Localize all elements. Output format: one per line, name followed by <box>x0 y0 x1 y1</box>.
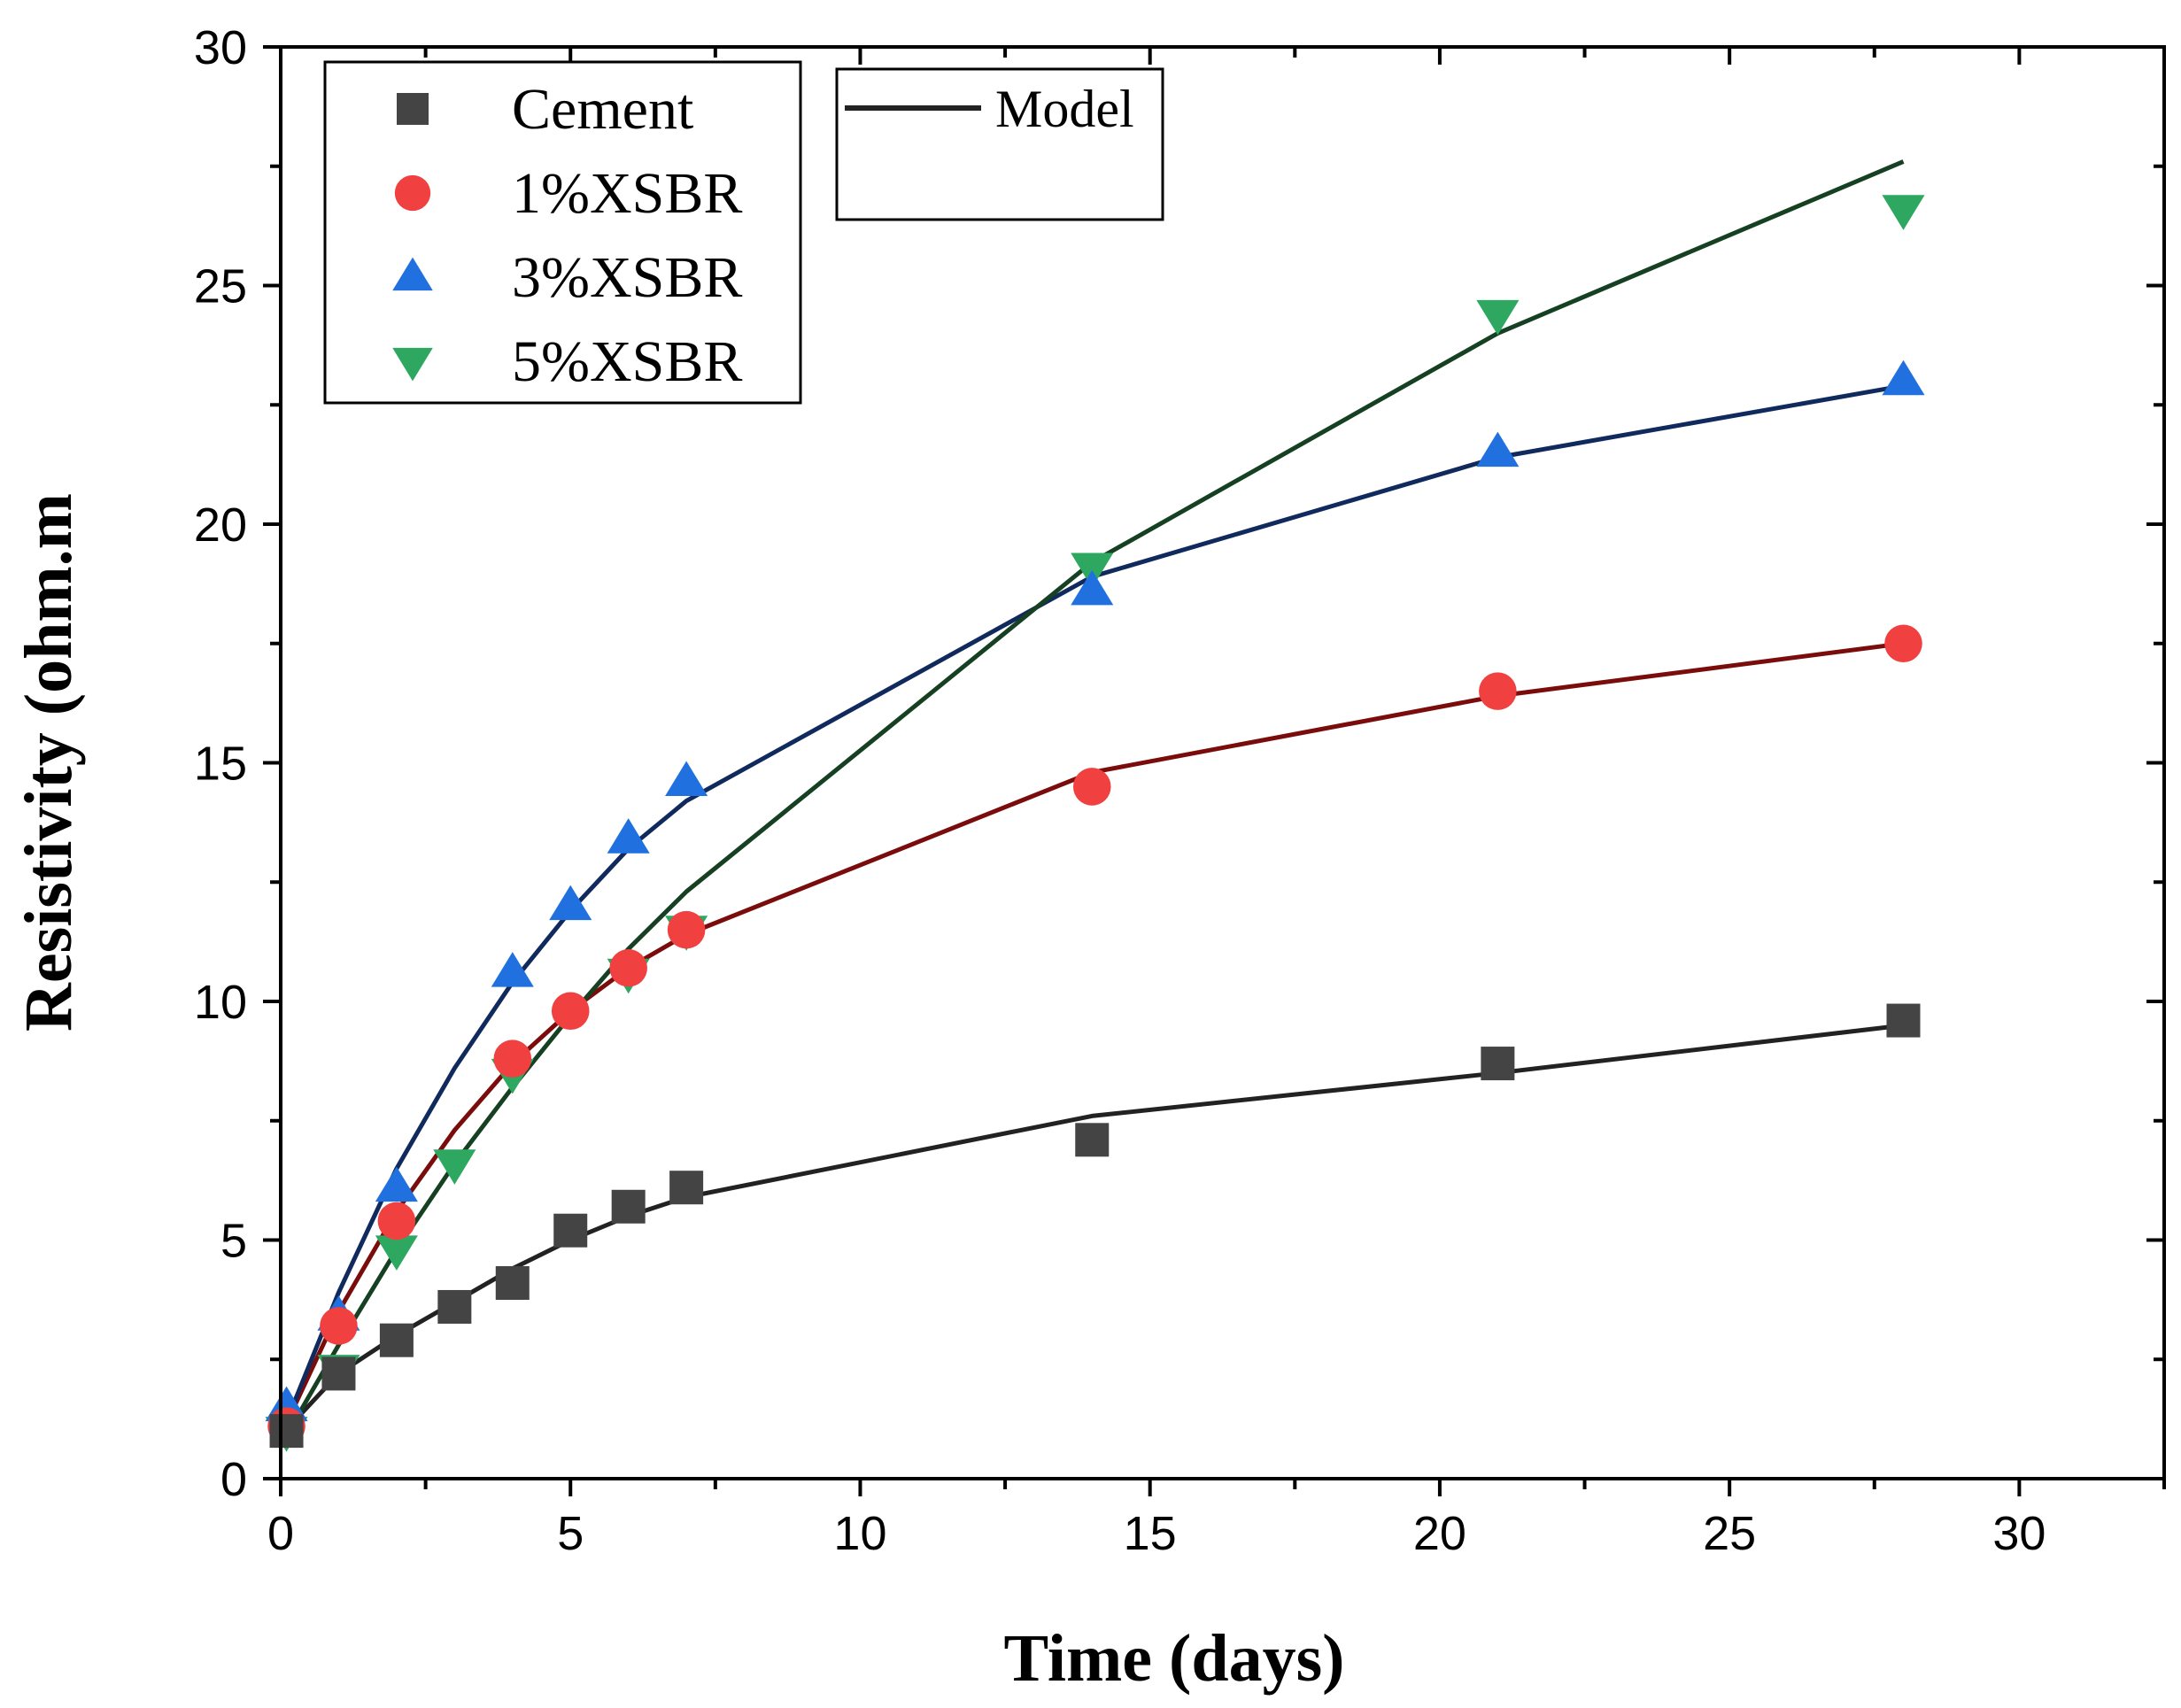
data-point-series-2-8 <box>1476 431 1520 468</box>
data-point-series-1-7 <box>1072 768 1111 806</box>
data-markers <box>265 195 1925 1452</box>
data-point-series-3-8 <box>1476 299 1520 336</box>
data-point-series-3-9 <box>1882 195 1925 230</box>
x-tick-label: 0 <box>267 1507 294 1560</box>
legend-marker-series-0 <box>397 93 429 125</box>
x-tick-label: 25 <box>1703 1507 1756 1560</box>
legend-marker-series-2 <box>392 257 433 291</box>
data-point-series-0-5 <box>553 1213 588 1248</box>
data-point-series-0-3 <box>437 1289 472 1324</box>
data-point-series-2-3 <box>491 952 534 987</box>
data-point-series-1-6 <box>667 910 706 949</box>
x-tick-label: 20 <box>1413 1507 1466 1560</box>
legend-label-series-2: 3%XSBR <box>512 245 742 310</box>
legend-label-series-3: 5%XSBR <box>512 329 742 394</box>
data-point-series-1-4 <box>551 992 590 1031</box>
y-tick-label: 10 <box>194 976 247 1029</box>
y-tick-label: 25 <box>194 260 247 313</box>
legend-entries: Cement 1%XSBR 3%XSBR 5%XSBR <box>392 77 742 394</box>
data-point-series-0-4 <box>495 1266 530 1301</box>
data-point-series-1-1 <box>320 1307 358 1345</box>
data-point-series-3-3 <box>433 1149 476 1185</box>
x-axis-title: Time (days) <box>1004 1621 1345 1696</box>
data-point-series-0-1 <box>321 1356 356 1391</box>
y-tick-label: 20 <box>194 498 247 552</box>
data-point-series-0-7 <box>669 1171 704 1205</box>
data-point-series-1-3 <box>493 1039 532 1078</box>
legend-marker-series-1 <box>394 174 431 212</box>
axis-ticks <box>263 45 2166 1496</box>
y-tick-label: 5 <box>220 1215 247 1268</box>
y-tick-label: 0 <box>220 1453 247 1506</box>
data-point-series-2-4 <box>549 885 592 921</box>
y-tick-label: 30 <box>194 21 247 74</box>
data-point-series-0-8 <box>1075 1123 1110 1157</box>
data-point-series-0-10 <box>1886 1003 1921 1038</box>
legend-label-series-1: 1%XSBR <box>512 161 742 226</box>
y-tick-label: 15 <box>194 738 247 791</box>
data-point-series-0-6 <box>611 1189 646 1224</box>
legend-marker-series-3 <box>392 347 433 382</box>
data-point-series-2-5 <box>607 818 650 854</box>
data-point-series-2-2 <box>375 1166 418 1202</box>
x-tick-label: 5 <box>557 1507 584 1560</box>
model-legend: Model <box>835 67 1164 221</box>
data-point-series-3-2 <box>375 1235 418 1271</box>
data-point-series-0-9 <box>1481 1047 1515 1081</box>
data-point-series-2-6 <box>665 761 708 797</box>
data-point-series-0-2 <box>379 1323 414 1357</box>
model-legend-box <box>835 67 1164 221</box>
y-axis-title: Resistivity (ohm.m <box>12 493 86 1032</box>
data-point-series-1-5 <box>609 948 647 987</box>
markers-legend: Cement 1%XSBR 3%XSBR 5%XSBR <box>323 60 802 405</box>
data-point-series-2-9 <box>1882 359 1925 396</box>
x-tick-label: 15 <box>1124 1507 1177 1560</box>
x-tick-label: 30 <box>1992 1507 2046 1560</box>
data-point-series-0-0 <box>269 1414 304 1449</box>
data-point-series-1-9 <box>1884 624 1922 663</box>
data-point-series-1-8 <box>1479 672 1517 710</box>
data-point-series-1-2 <box>377 1202 416 1240</box>
model-legend-label: Model <box>995 80 1134 138</box>
axis-tick-labels: 0 5 10 15 20 25 30 0 5 10 15 20 25 30 <box>194 21 2046 1560</box>
x-tick-label: 10 <box>833 1507 886 1560</box>
data-point-series-2-7 <box>1071 569 1114 606</box>
legend-label-series-0: Cement <box>512 77 693 142</box>
